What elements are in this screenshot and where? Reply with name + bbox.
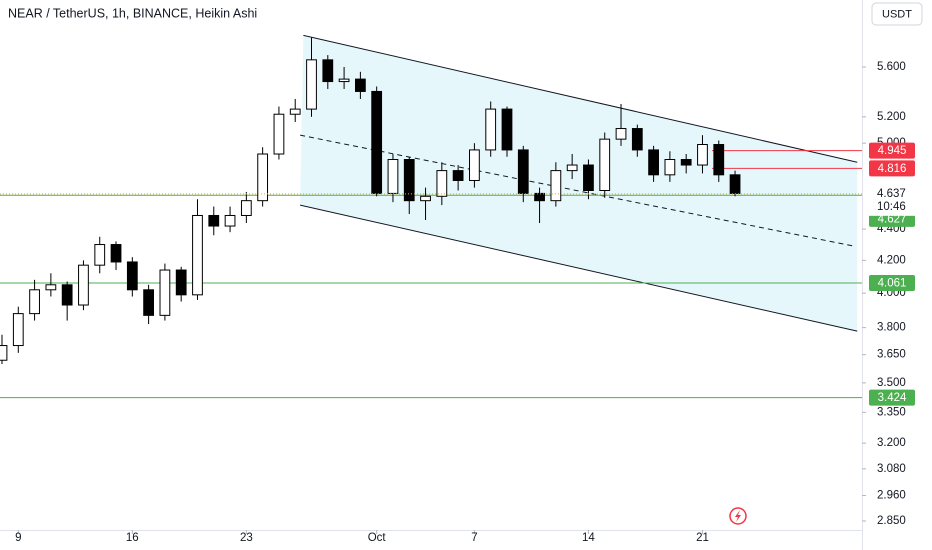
candle-body bbox=[534, 192, 545, 202]
level-badge bbox=[869, 160, 915, 177]
candle-body bbox=[566, 164, 578, 172]
y-tick-label: 3.080 bbox=[877, 463, 906, 475]
candle-body bbox=[599, 138, 611, 192]
x-tick-label: 16 bbox=[126, 532, 139, 544]
x-tick-label: 14 bbox=[582, 532, 595, 544]
candle-body bbox=[436, 170, 448, 197]
candle-body bbox=[697, 144, 708, 166]
channel-upper bbox=[303, 34, 858, 163]
candle-body bbox=[224, 214, 236, 227]
y-tick-label: 2.850 bbox=[877, 515, 906, 527]
candle-body bbox=[322, 59, 334, 83]
candle-body bbox=[501, 108, 513, 151]
channel-middle bbox=[300, 134, 855, 247]
candle-body bbox=[110, 244, 122, 263]
y-tick-label: 3.800 bbox=[877, 322, 906, 334]
candle-body bbox=[615, 128, 627, 140]
candle-body bbox=[631, 128, 643, 151]
y-tick-label: 2.960 bbox=[877, 490, 906, 502]
level-badge bbox=[869, 389, 915, 406]
candle-body bbox=[289, 108, 301, 115]
candle-body bbox=[583, 164, 594, 192]
y-tick-label: 5.200 bbox=[877, 111, 906, 123]
channel-lower bbox=[299, 204, 858, 332]
currency-button[interactable] bbox=[871, 2, 923, 26]
candle-body bbox=[94, 244, 106, 266]
candle-body bbox=[29, 289, 40, 315]
level-label: 4.816 bbox=[878, 163, 907, 175]
candle-body bbox=[517, 149, 529, 194]
candle-body bbox=[240, 200, 252, 216]
level-label: 4.627 bbox=[878, 213, 907, 225]
y-tick-label: 3.350 bbox=[877, 406, 906, 418]
candle-body bbox=[257, 153, 269, 202]
candle-body bbox=[0, 345, 8, 361]
candle-body bbox=[159, 269, 171, 316]
candle-body bbox=[550, 170, 562, 202]
candle-body bbox=[729, 174, 741, 194]
candle-body bbox=[485, 108, 497, 151]
candle-body bbox=[713, 144, 725, 176]
candle-body bbox=[143, 289, 154, 316]
y-tick-label: 3.200 bbox=[877, 437, 906, 449]
y-tick-label: 4.200 bbox=[877, 254, 906, 266]
candle-body bbox=[208, 214, 220, 227]
x-tick-label: 9 bbox=[15, 532, 21, 544]
level-badge bbox=[869, 142, 915, 159]
channel-fill bbox=[300, 35, 858, 332]
level-label: 4.061 bbox=[878, 278, 907, 290]
x-tick-label: Oct bbox=[368, 532, 387, 544]
candle-body bbox=[338, 78, 350, 83]
plot-area bbox=[0, 34, 862, 399]
y-tick-label: 3.500 bbox=[877, 377, 906, 389]
x-tick-label: 21 bbox=[696, 532, 709, 544]
candle-body bbox=[420, 195, 431, 202]
lightning-icon[interactable] bbox=[729, 507, 747, 525]
chart-title: NEAR / TetherUS, 1h, BINANCE, Heikin Ash… bbox=[8, 6, 257, 20]
candle-body bbox=[387, 158, 399, 194]
candle-body bbox=[45, 284, 57, 291]
x-tick-label: 23 bbox=[240, 532, 253, 544]
candle-body bbox=[306, 59, 317, 110]
candle-body bbox=[371, 90, 383, 194]
candle-body bbox=[192, 214, 203, 296]
x-tick-label: 7 bbox=[471, 532, 477, 544]
candle-body bbox=[61, 284, 73, 306]
candle-body bbox=[648, 149, 659, 176]
currency-button-label[interactable]: USDT bbox=[882, 8, 912, 20]
level-badge bbox=[869, 274, 915, 291]
candle-body bbox=[354, 78, 366, 92]
current-price-bg bbox=[864, 185, 922, 216]
y-tick-label: 3.650 bbox=[877, 349, 906, 361]
level-label: 4.945 bbox=[878, 145, 907, 157]
candle-body bbox=[78, 264, 89, 306]
candle-body bbox=[175, 269, 187, 296]
candle-body bbox=[664, 158, 676, 176]
current-price-label: 4.637 bbox=[877, 188, 906, 200]
countdown-label: 10:46 bbox=[877, 201, 906, 213]
candle-body bbox=[403, 158, 415, 202]
candle-body bbox=[12, 313, 24, 347]
y-tick-label: 5.600 bbox=[877, 61, 906, 73]
candle-body bbox=[126, 261, 138, 291]
level-label: 3.424 bbox=[878, 392, 907, 404]
candle-body bbox=[680, 158, 692, 166]
candle-body bbox=[452, 170, 464, 181]
candle-body bbox=[273, 113, 285, 155]
candle-body bbox=[469, 149, 480, 181]
